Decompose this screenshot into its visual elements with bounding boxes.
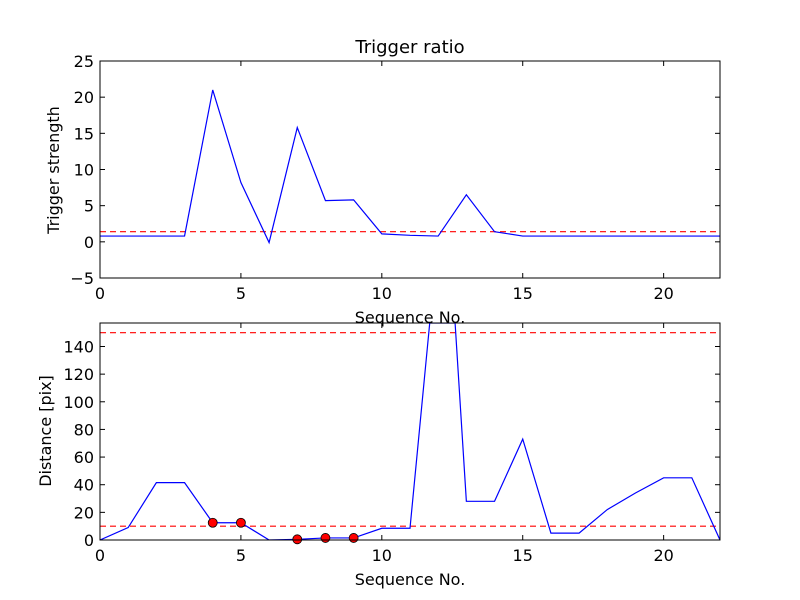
x-axis-label: Sequence No.	[355, 570, 466, 589]
y-axis-label: Distance [pix]	[36, 375, 55, 487]
distance-chart: Distance [pix] Sequence No. 0 5 10 15 20 0 20 4…	[36, 322, 721, 589]
y-tick-label: 120	[63, 365, 94, 384]
y-axis-label: Trigger strength	[44, 106, 63, 235]
x-tick-label: 15	[513, 284, 533, 303]
y-tick-label: 0	[84, 531, 94, 550]
data-point-marker	[320, 533, 331, 543]
y-tick-label: 20	[74, 88, 94, 107]
x-tick-label: 0	[95, 546, 105, 565]
y-tick-label: 60	[74, 448, 94, 467]
axes-frame	[99, 60, 721, 279]
y-tick-label: 140	[63, 337, 94, 356]
data-point-marker	[292, 534, 303, 545]
y-tick-label: 100	[63, 393, 94, 412]
plot-area	[100, 323, 720, 540]
x-tick-label: 20	[653, 284, 673, 303]
data-point-marker	[207, 517, 218, 528]
data-point-marker	[348, 533, 359, 543]
x-tick-label: 10	[372, 546, 392, 565]
x-tick-label: 10	[372, 284, 392, 303]
y-tick-label: 5	[84, 197, 94, 216]
y-tick-label: 15	[74, 124, 94, 143]
y-tick-label: 40	[74, 476, 94, 495]
y-tick-label: 20	[74, 503, 94, 522]
series-line	[100, 323, 720, 540]
data-point-marker	[236, 517, 246, 528]
y-tick-label: −5	[70, 269, 94, 288]
y-tick-label: 0	[84, 233, 94, 252]
axes-frame	[99, 322, 721, 541]
y-tick-label: 25	[74, 52, 94, 71]
x-tick-label: 0	[95, 284, 105, 303]
y-tick-label: 10	[74, 161, 94, 180]
trigger-ratio-chart: Trigger ratio Trigger strength Sequence …	[44, 37, 721, 327]
chart-title: Trigger ratio	[354, 37, 464, 58]
y-tick-label: 80	[74, 420, 94, 439]
x-tick-label: 5	[236, 546, 246, 565]
series-line	[100, 89, 720, 245]
plot-area	[100, 89, 720, 245]
x-tick-label: 20	[653, 546, 673, 565]
x-axis-label: Sequence No.	[355, 308, 466, 327]
x-tick-label: 5	[236, 284, 246, 303]
x-tick-label: 15	[513, 546, 533, 565]
